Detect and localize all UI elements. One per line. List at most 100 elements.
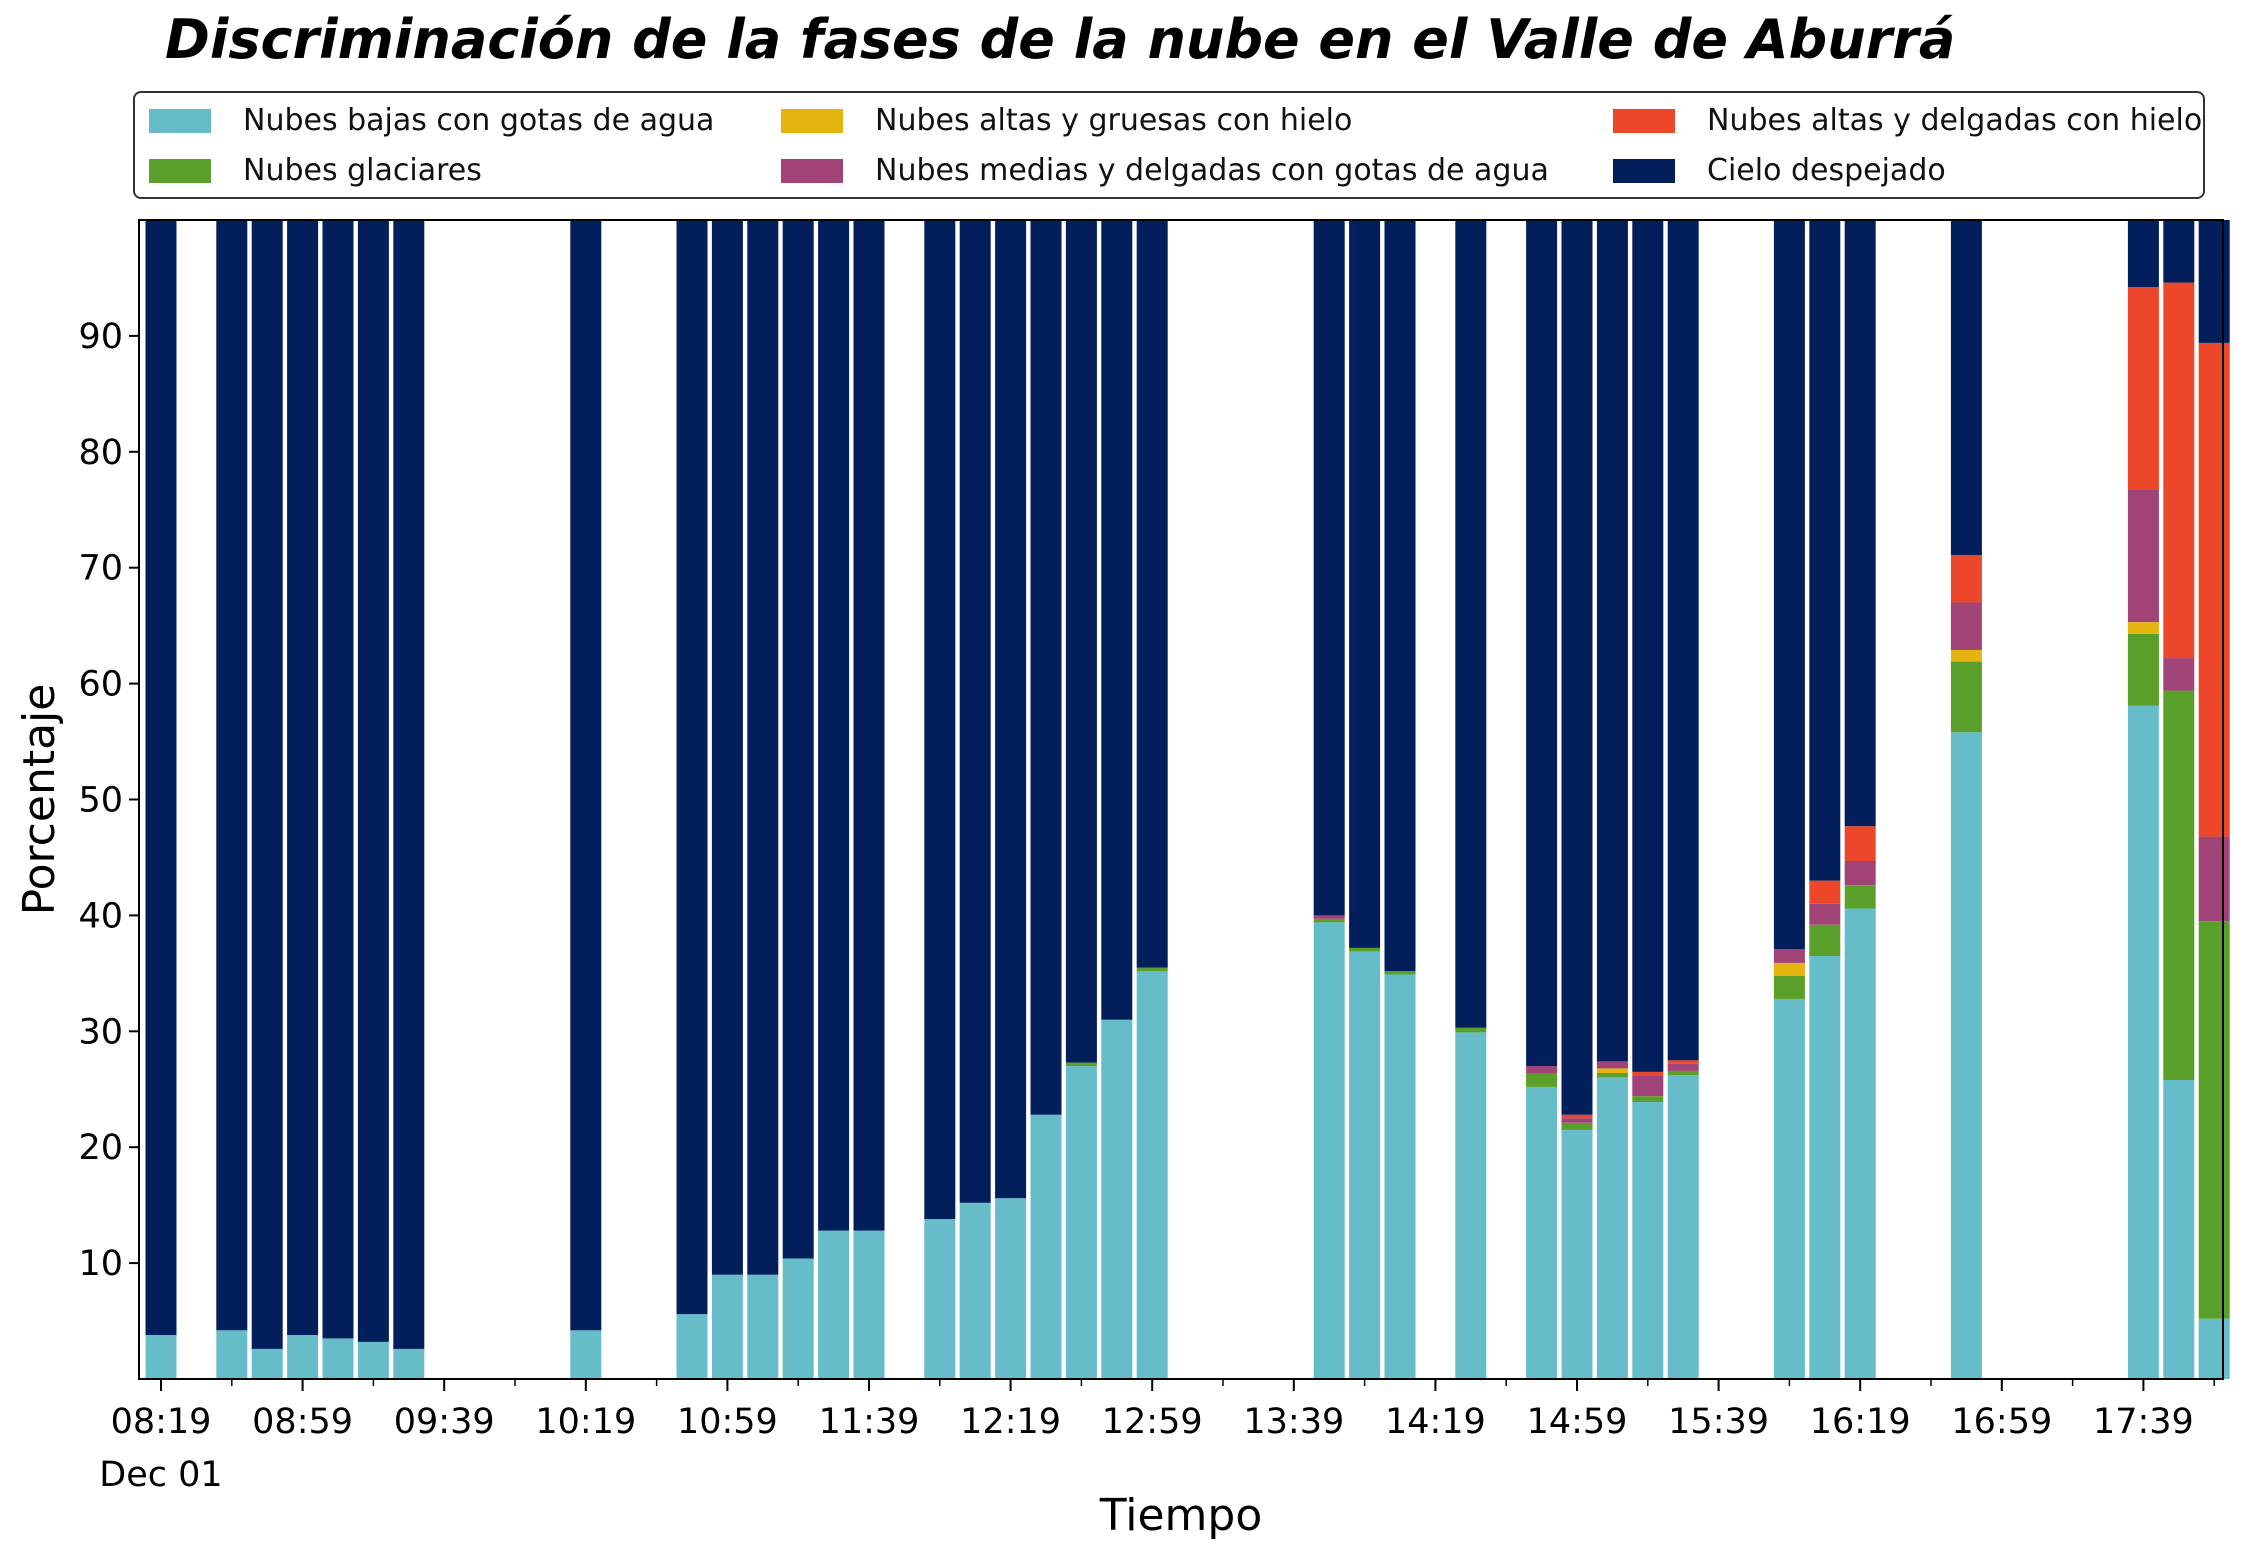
- bar-1609-mid_water: [1809, 903, 1841, 925]
- x-tick-label: 10:19: [535, 1402, 636, 1442]
- bar-1619-thin_ice: [1844, 826, 1876, 861]
- bar-0859-clear: [287, 220, 319, 1335]
- legend-label-thick-ice: Nubes altas y gruesas con hielo: [875, 103, 1353, 138]
- bar-1459-clear: [1561, 220, 1593, 1115]
- y-tick-label: 80: [78, 433, 123, 473]
- legend-label-thin-ice: Nubes altas y delgadas con hielo: [1707, 103, 2203, 138]
- bar-1229-low_water: [1030, 1114, 1062, 1379]
- x-axis-label: Tiempo: [1099, 1490, 1263, 1541]
- bar-0839-low_water: [216, 1330, 248, 1379]
- bar-1109-clear: [747, 220, 779, 1275]
- legend-item-thick-ice: Nubes altas y gruesas con hielo: [781, 103, 1352, 138]
- bar-1259-glacier: [1136, 967, 1168, 972]
- bar-1609-low_water: [1809, 956, 1841, 1379]
- bar-0839-clear: [216, 220, 248, 1331]
- bar-1619-clear: [1844, 220, 1876, 827]
- bar-1509-clear: [1596, 220, 1628, 1062]
- x-tick-label: 17:39: [2093, 1402, 2194, 1442]
- bar-1409-clear: [1384, 220, 1416, 971]
- bar-1119-low_water: [782, 1258, 814, 1379]
- bar-1529-glacier: [1667, 1070, 1699, 1076]
- bar-1749-glacier: [2163, 690, 2195, 1080]
- bar-1429-glacier: [1455, 1027, 1487, 1033]
- bar-1529-low_water: [1667, 1075, 1699, 1379]
- legend-item-low-water: Nubes bajas con gotas de agua: [149, 103, 714, 138]
- bar-1239-clear: [1065, 220, 1097, 1063]
- chart-title: Discriminación de la fases de la nube en…: [165, 8, 1956, 71]
- bar-1459-mid_water: [1561, 1118, 1593, 1123]
- bar-1349-glacier: [1313, 918, 1345, 923]
- bar-1249-clear: [1101, 220, 1133, 1020]
- bar-1209-low_water: [959, 1202, 991, 1379]
- legend-swatch-clear: [1613, 158, 1675, 183]
- x-tick-sublabel: Dec 01: [99, 1455, 222, 1495]
- bar-1509-thick_ice: [1596, 1068, 1628, 1073]
- x-tick-label: 12:19: [960, 1402, 1061, 1442]
- legend-item-mid-water: Nubes medias y delgadas con gotas de agu…: [781, 153, 1549, 188]
- legend-swatch-glacier: [149, 158, 211, 183]
- bar-1119-clear: [782, 220, 814, 1259]
- x-tick-label: 16:19: [1810, 1402, 1911, 1442]
- bar-1609-clear: [1809, 220, 1841, 881]
- bar-1409-glacier: [1384, 971, 1416, 975]
- bar-0909-clear: [322, 220, 354, 1339]
- bar-1019-clear: [570, 220, 602, 1331]
- bar-0919-low_water: [357, 1341, 389, 1379]
- bar-1519-glacier: [1632, 1096, 1664, 1102]
- bar-1509-low_water: [1596, 1077, 1628, 1379]
- bar-1059-clear: [711, 220, 743, 1275]
- bar-1349-low_water: [1313, 922, 1345, 1379]
- y-tick-label: 50: [78, 781, 123, 821]
- legend-item-thin-ice: Nubes altas y delgadas con hielo: [1613, 103, 2202, 138]
- bar-1059-low_water: [711, 1274, 743, 1379]
- bar-1519-clear: [1632, 220, 1664, 1072]
- bar-1049-low_water: [676, 1314, 708, 1379]
- bar-1459-low_water: [1561, 1129, 1593, 1379]
- x-tick-label: 08:19: [111, 1402, 212, 1442]
- bar-1529-clear: [1667, 220, 1699, 1061]
- bar-1619-low_water: [1844, 908, 1876, 1379]
- legend-item-glacier: Nubes glaciares: [149, 153, 482, 188]
- bar-1129-clear: [818, 220, 850, 1231]
- y-tick-label: 90: [78, 317, 123, 357]
- bar-1429-low_water: [1455, 1032, 1487, 1379]
- legend-label-clear: Cielo despejado: [1707, 153, 1946, 188]
- y-tick-label: 60: [78, 665, 123, 705]
- bar-1559-mid_water: [1773, 949, 1805, 963]
- bar-1609-glacier: [1809, 924, 1841, 956]
- bar-1529-mid_water: [1667, 1063, 1699, 1071]
- bar-0909-low_water: [322, 1338, 354, 1379]
- bar-1759-clear: [2198, 220, 2230, 343]
- bar-1649-thick_ice: [1950, 650, 1982, 662]
- bar-1649-mid_water: [1950, 602, 1982, 650]
- bar-0859-low_water: [287, 1335, 319, 1379]
- bar-1219-low_water: [995, 1198, 1027, 1379]
- bar-1649-thin_ice: [1950, 555, 1982, 603]
- bar-1449-clear: [1526, 220, 1558, 1067]
- bar-1619-mid_water: [1844, 860, 1876, 886]
- bar-0919-clear: [357, 220, 389, 1342]
- bar-1459-thin_ice: [1561, 1114, 1593, 1119]
- bar-1139-low_water: [853, 1230, 885, 1379]
- bar-1739-glacier: [2127, 633, 2159, 706]
- axes-layer: 10 20 30 40 50 60 70 80 90 08:19 08:59 09:39 10:19 10…: [14, 219, 2224, 1541]
- bar-1529-thin_ice: [1667, 1060, 1699, 1064]
- bar-1449-low_water: [1526, 1086, 1558, 1379]
- x-tick-label: 10:59: [677, 1402, 778, 1442]
- bar-1049-clear: [676, 220, 708, 1315]
- legend-label-low-water: Nubes bajas con gotas de agua: [243, 103, 715, 138]
- bar-1519-low_water: [1632, 1102, 1664, 1379]
- bar-1259-low_water: [1136, 971, 1168, 1379]
- bar-1559-glacier: [1773, 975, 1805, 999]
- bar-1559-low_water: [1773, 998, 1805, 1379]
- bar-1649-low_water: [1950, 732, 1982, 1379]
- bar-1759-low_water: [2198, 1318, 2230, 1379]
- bar-1459-glacier: [1561, 1122, 1593, 1130]
- bar-0849-low_water: [251, 1348, 283, 1379]
- x-tick-label: 12:59: [1102, 1402, 1203, 1442]
- bar-1159-low_water: [924, 1219, 956, 1379]
- bar-1509-mid_water: [1596, 1061, 1628, 1069]
- y-tick-label: 70: [78, 549, 123, 589]
- bar-0849-clear: [251, 220, 283, 1349]
